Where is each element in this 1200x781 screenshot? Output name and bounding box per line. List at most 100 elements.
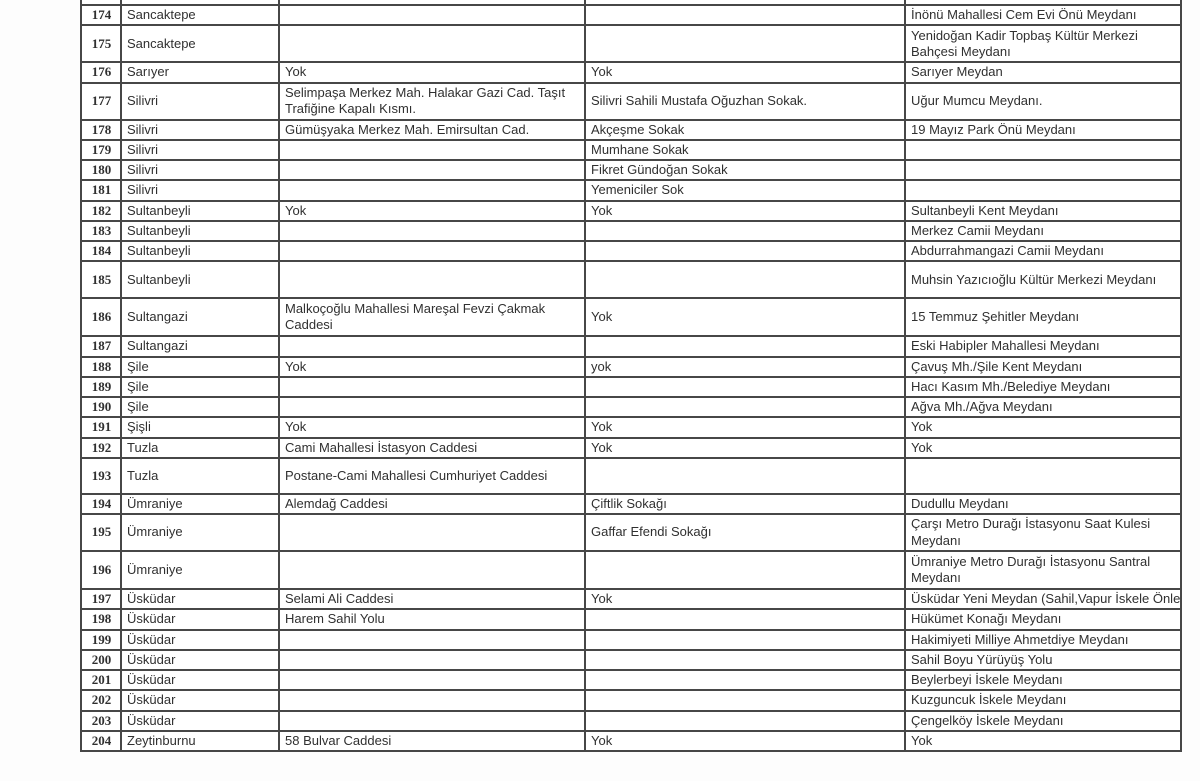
table-row-partial (80, 0, 1182, 6)
cell-district: Sultanbeyli (120, 260, 280, 300)
cell-district: Silivri (120, 81, 280, 121)
cell-street-primary (278, 513, 586, 552)
cell-street-primary (278, 709, 586, 732)
cell-street-secondary: Silivri Sahili Mustafa Oğuzhan Sokak. (584, 81, 906, 121)
cell-square: Hükümet Konağı Meydanı (904, 608, 1182, 631)
cell-row-number: 195 (80, 513, 122, 552)
cell-square: Çarşı Metro Durağı İstasyonu Saat Kulesi… (904, 513, 1182, 552)
table-row: 174 Sancaktepe İnönü Mahallesi Cem Evi Önü… (80, 3, 1182, 27)
cell-square: Sultanbeyli Kent Meydanı (904, 199, 1182, 222)
cell-square: Yenidoğan Kadir Topbaş Kültür Merkezi Ba… (904, 24, 1182, 64)
cell-district: Sultangazi (120, 335, 280, 358)
cell-street-secondary: Yok (584, 729, 906, 753)
table-row: 193 Tuzla Postane-Cami Mahallesi Cumhuriye… (80, 456, 1182, 495)
cell-district: Sultangazi (120, 297, 280, 338)
cell-row-number: 178 (80, 118, 122, 141)
cell-row-number: 180 (80, 158, 122, 182)
cell-street-primary: Selami Ali Caddesi (278, 587, 586, 611)
cell-street-primary: Cami Mahallesi İstasyon Caddesi (278, 436, 586, 459)
cell-street-primary (278, 668, 586, 692)
cell-row-number: 201 (80, 668, 122, 692)
cell-district: Sancaktepe (120, 24, 280, 64)
cell-street-primary (278, 628, 586, 651)
cell-district: Ümraniye (120, 550, 280, 590)
table-row: 189 Şile Hacı Kasım Mh./Belediye Meydanı (80, 375, 1182, 399)
cell-district: Üsküdar (120, 668, 280, 692)
cell-square: Üsküdar Yeni Meydan (Sahil,Vapur İskele … (904, 587, 1182, 611)
cell-square: 15 Temmuz Şehitler Meydanı (904, 297, 1182, 338)
table-row: 175 Sancaktepe Yenidoğan Kadir Topbaş Kült… (80, 24, 1182, 64)
cell-square: Beylerbeyi İskele Meydanı (904, 668, 1182, 692)
cell-district: Zeytinburnu (120, 729, 280, 753)
cell-street-primary (278, 3, 586, 27)
cell-square: Sahil Boyu Yürüyüş Yolu (904, 648, 1182, 672)
cell-street-primary: Malkoçoğlu Mahallesi Mareşal Fevzi Çakma… (278, 297, 586, 338)
cell-street-secondary (584, 550, 906, 590)
cell-street-primary (278, 239, 586, 263)
table-row: 192 Tuzla Cami Mahallesi İstasyon Caddesi Y… (80, 436, 1182, 459)
cell-district: Şile (120, 395, 280, 419)
cell-street-primary (278, 260, 586, 300)
cell-street-secondary (584, 668, 906, 692)
cell-street-secondary (584, 709, 906, 732)
table-row: 190 Şile Ağva Mh./Ağva Meydanı (80, 395, 1182, 419)
cell-row-number: 200 (80, 648, 122, 672)
cell-district: Silivri (120, 138, 280, 162)
cell-row-number (80, 0, 122, 6)
cell-street-secondary: Gaffar Efendi Sokağı (584, 513, 906, 552)
cell-square (904, 138, 1182, 162)
cell-street-secondary (584, 260, 906, 300)
cell-row-number: 193 (80, 456, 122, 495)
cell-street-secondary: Akçeşme Sokak (584, 118, 906, 141)
table-row: 201 Üsküdar Beylerbeyi İskele Meydanı (80, 668, 1182, 692)
table-row: 177 Silivri Selimpaşa Merkez Mah. Halakar … (80, 81, 1182, 121)
cell-district: Üsküdar (120, 587, 280, 611)
cell-street-primary: Alemdağ Caddesi (278, 492, 586, 516)
table-row: 188 Şile Yok yok Çavuş Mh./Şile Kent Meydanı (80, 355, 1182, 378)
cell-district: Ümraniye (120, 492, 280, 516)
cell-square (904, 179, 1182, 202)
cell-street-primary (278, 648, 586, 672)
cell-row-number: 197 (80, 587, 122, 611)
table-row: 183 Sultanbeyli Merkez Camii Meydanı (80, 219, 1182, 243)
cell-street-primary (278, 395, 586, 419)
cell-row-number: 177 (80, 81, 122, 121)
cell-street-primary (278, 375, 586, 399)
cell-square: Muhsin Yazıcıoğlu Kültür Merkezi Meydanı (904, 260, 1182, 300)
cell-row-number: 203 (80, 709, 122, 732)
table-row: 179 Silivri Mumhane Sokak (80, 138, 1182, 162)
table-row: 187 Sultangazi Eski Habipler Mahallesi Mey… (80, 335, 1182, 358)
cell-row-number: 187 (80, 335, 122, 358)
table-row: 182 Sultanbeyli Yok Yok Sultanbeyli Kent Mey… (80, 199, 1182, 222)
cell-street-primary (278, 219, 586, 243)
table-row: 181 Silivri Yemeniciler Sok (80, 179, 1182, 202)
cell-district: Ümraniye (120, 513, 280, 552)
cell-street-secondary: Yemeniciler Sok (584, 179, 906, 202)
cell-street-secondary (584, 3, 906, 27)
table-row: 195 Ümraniye Gaffar Efendi Sokağı Çarşı Met… (80, 513, 1182, 552)
cell-street-secondary: Yok (584, 199, 906, 222)
cell-row-number: 186 (80, 297, 122, 338)
cell-square: Hacı Kasım Mh./Belediye Meydanı (904, 375, 1182, 399)
cell-district: Sancaktepe (120, 3, 280, 27)
table-row: 194 Ümraniye Alemdağ Caddesi Çiftlik Sokağı… (80, 492, 1182, 516)
cell-street-secondary (584, 395, 906, 419)
cell-district: Şişli (120, 416, 280, 439)
cell-district: Üsküdar (120, 709, 280, 732)
cell-row-number: 176 (80, 61, 122, 84)
table-row: 180 Silivri Fikret Gündoğan Sokak (80, 158, 1182, 182)
cell-street-primary: Selimpaşa Merkez Mah. Halakar Gazi Cad. … (278, 81, 586, 121)
cell-district: Sultanbeyli (120, 199, 280, 222)
cell-street-primary: Yok (278, 355, 586, 378)
cell-district: Üsküdar (120, 608, 280, 631)
cell-square: Kuzguncuk İskele Meydanı (904, 689, 1182, 712)
cell-district: Sarıyer (120, 61, 280, 84)
cell-district: Silivri (120, 158, 280, 182)
table-row: 202 Üsküdar Kuzguncuk İskele Meydanı (80, 689, 1182, 712)
cell-street-secondary: Fikret Gündoğan Sokak (584, 158, 906, 182)
cell-street-secondary (584, 628, 906, 651)
cell-street-primary: Gümüşyaka Merkez Mah. Emirsultan Cad. (278, 118, 586, 141)
cell-square: Ağva Mh./Ağva Meydanı (904, 395, 1182, 419)
cell-row-number: 179 (80, 138, 122, 162)
cell-street-primary (278, 138, 586, 162)
